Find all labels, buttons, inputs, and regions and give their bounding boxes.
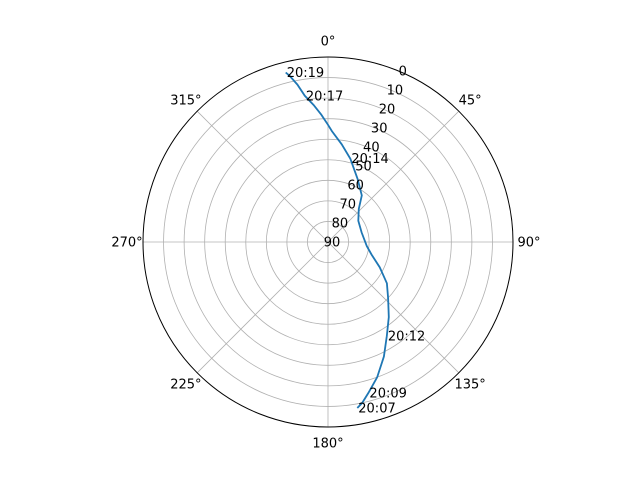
theta-tick-label: 270° [111,236,142,251]
grid-spoke [327,110,460,243]
r-tick-label: 40 [363,141,380,156]
theta-tick-label: 45° [459,93,482,108]
theta-tick-label: 315° [170,93,201,108]
r-tick-label: 30 [371,122,388,137]
r-tick-label: 80 [332,217,349,232]
r-tick-label: 20 [379,103,396,118]
grid-spoke [327,241,460,374]
time-annotation: 20:12 [388,330,425,345]
time-annotation: 20:14 [351,152,388,167]
satellite-track-line [285,71,390,409]
theta-tick-label: 90° [517,236,540,251]
theta-tick-label: 0° [321,35,336,50]
theta-tick-label: 135° [454,378,485,393]
r-tick-label: 60 [347,179,364,194]
time-annotation: 20:07 [358,401,395,416]
theta-tick-label: 180° [312,437,343,452]
r-tick-label: 70 [339,198,356,213]
polar-grid [142,56,514,428]
tick-labels: 0° 45° 90° 135° 180° 225° 270° 315° 0 10 20 30 40 50 6… [111,35,540,452]
time-annotation: 20:19 [287,66,324,81]
time-annotation: 20:09 [369,386,406,401]
theta-tick-label: 225° [170,378,201,393]
r-tick-label: 50 [355,160,372,175]
grid-spoke [196,241,329,374]
r-tick-label: 90 [324,236,341,251]
time-annotation: 20:17 [306,89,343,104]
r-tick-label: 10 [387,84,404,99]
polar-frame [142,56,514,428]
grid-spoke [196,110,329,243]
series-layer [285,71,390,409]
r-tick-label: 0 [399,65,407,80]
